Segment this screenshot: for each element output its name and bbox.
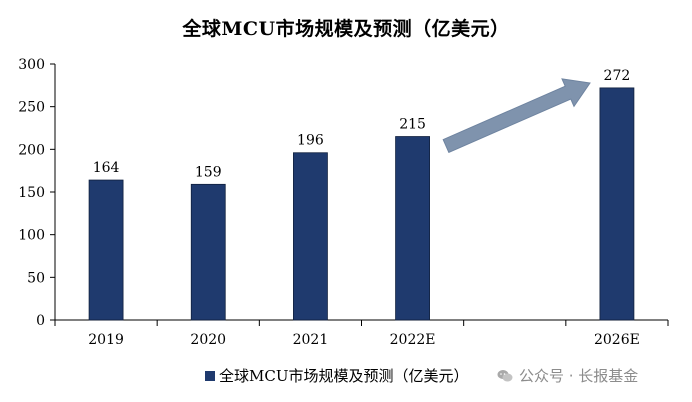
bar-value-label: 215 xyxy=(399,117,426,133)
bar-value-label: 196 xyxy=(297,133,324,149)
x-tick-label: 2026E xyxy=(594,332,640,348)
bar xyxy=(599,87,635,321)
x-tick-label: 2020 xyxy=(190,332,226,348)
y-tick-label: 150 xyxy=(18,185,45,201)
x-tick-label: 2021 xyxy=(293,332,329,348)
watermark-text: 公众号 · 长报基金 xyxy=(519,367,639,385)
y-tick-label: 300 xyxy=(18,57,45,73)
x-tick-label: 2019 xyxy=(88,332,124,348)
bar-value-label: 272 xyxy=(604,68,631,84)
x-tick-label: 2022E xyxy=(390,332,436,348)
legend-swatch xyxy=(205,370,215,381)
y-tick-label: 250 xyxy=(18,100,45,116)
chart-title: 全球MCU市场规模及预测（亿美元） xyxy=(182,18,510,40)
bar-value-label: 159 xyxy=(195,164,222,180)
growth-arrow xyxy=(442,78,591,154)
legend-label: 全球MCU市场规模及预测（亿美元） xyxy=(219,367,469,385)
bar xyxy=(190,183,226,321)
y-tick-label: 50 xyxy=(27,270,45,286)
wechat-icon xyxy=(497,369,513,381)
y-tick-label: 0 xyxy=(36,313,45,329)
y-tick-label: 200 xyxy=(18,142,45,158)
bar xyxy=(88,179,124,321)
bar xyxy=(293,152,328,321)
legend: 全球MCU市场规模及预测（亿美元） xyxy=(205,365,468,386)
bar-value-label: 164 xyxy=(93,160,120,176)
bar xyxy=(395,136,430,321)
watermark: 公众号 · 长报基金 xyxy=(497,365,638,386)
y-tick-label: 100 xyxy=(18,228,45,244)
